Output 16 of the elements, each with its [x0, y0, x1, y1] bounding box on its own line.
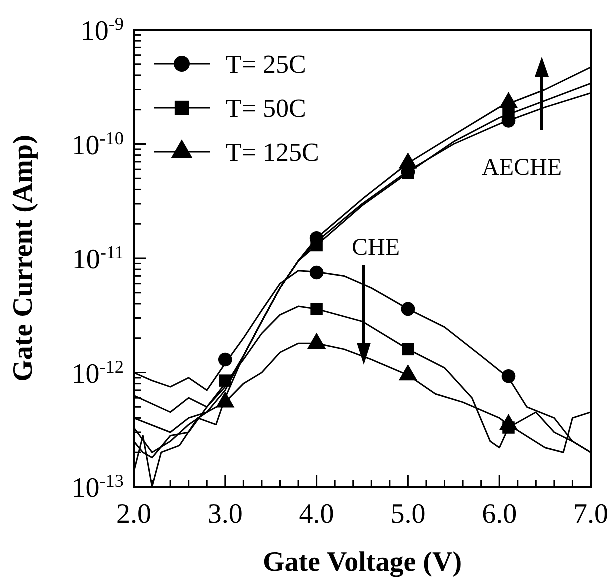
annotation: AECHE	[482, 155, 562, 181]
x-tick-label: 5.0	[390, 499, 426, 530]
y-tick-label: 10$^{-11}$	[72, 242, 124, 276]
legend-label: T= 50C	[226, 94, 306, 123]
x-tick-label: 6.0	[482, 499, 518, 530]
annotation: CHE	[352, 235, 400, 261]
y-axis-title: Gate Current (Amp)	[8, 135, 39, 382]
legend-label: T= 125C	[226, 138, 320, 167]
x-tick-label: 4.0	[299, 499, 334, 530]
x-tick-label: 3.0	[208, 499, 243, 530]
x-tick-label: 7.0	[574, 499, 608, 530]
x-axis-title: Gate Voltage (V)	[262, 547, 462, 578]
legend-label: T= 25C	[226, 50, 306, 79]
y-tick-label: 10$^{-12}$	[72, 356, 124, 390]
y-tick-label: 10$^{-9}$	[80, 14, 124, 47]
y-tick-label: 10$^{-10}$	[72, 128, 124, 162]
